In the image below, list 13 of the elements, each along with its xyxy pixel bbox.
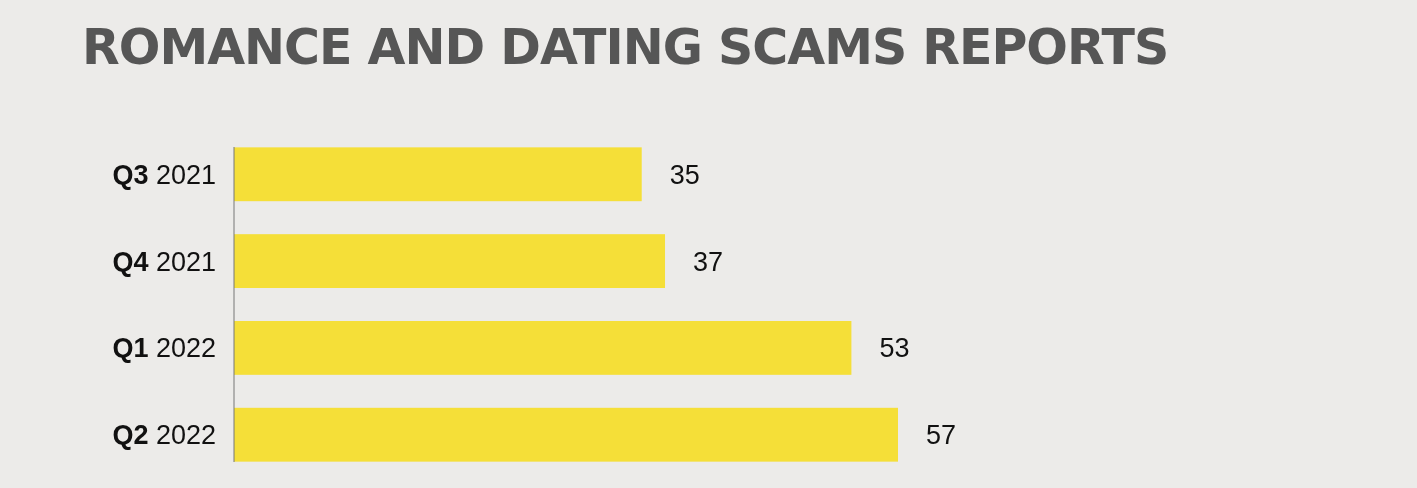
- y-tick-label: Q2 2022: [112, 420, 216, 451]
- y-tick-label: Q3 2021: [112, 159, 216, 190]
- data-label: 35: [669, 159, 700, 190]
- y-tick-label: Q1 2022: [112, 333, 216, 364]
- bar: [234, 147, 642, 202]
- bar: [234, 407, 898, 462]
- bar: [234, 321, 852, 375]
- data-label: 53: [879, 333, 910, 364]
- y-tick-label: Q4 2021: [112, 246, 216, 277]
- data-label: 57: [926, 420, 957, 451]
- bar: [234, 234, 666, 288]
- data-label: 37: [693, 246, 724, 277]
- chart-title: ROMANCE AND DATING SCAMS REPORTS: [82, 19, 1169, 76]
